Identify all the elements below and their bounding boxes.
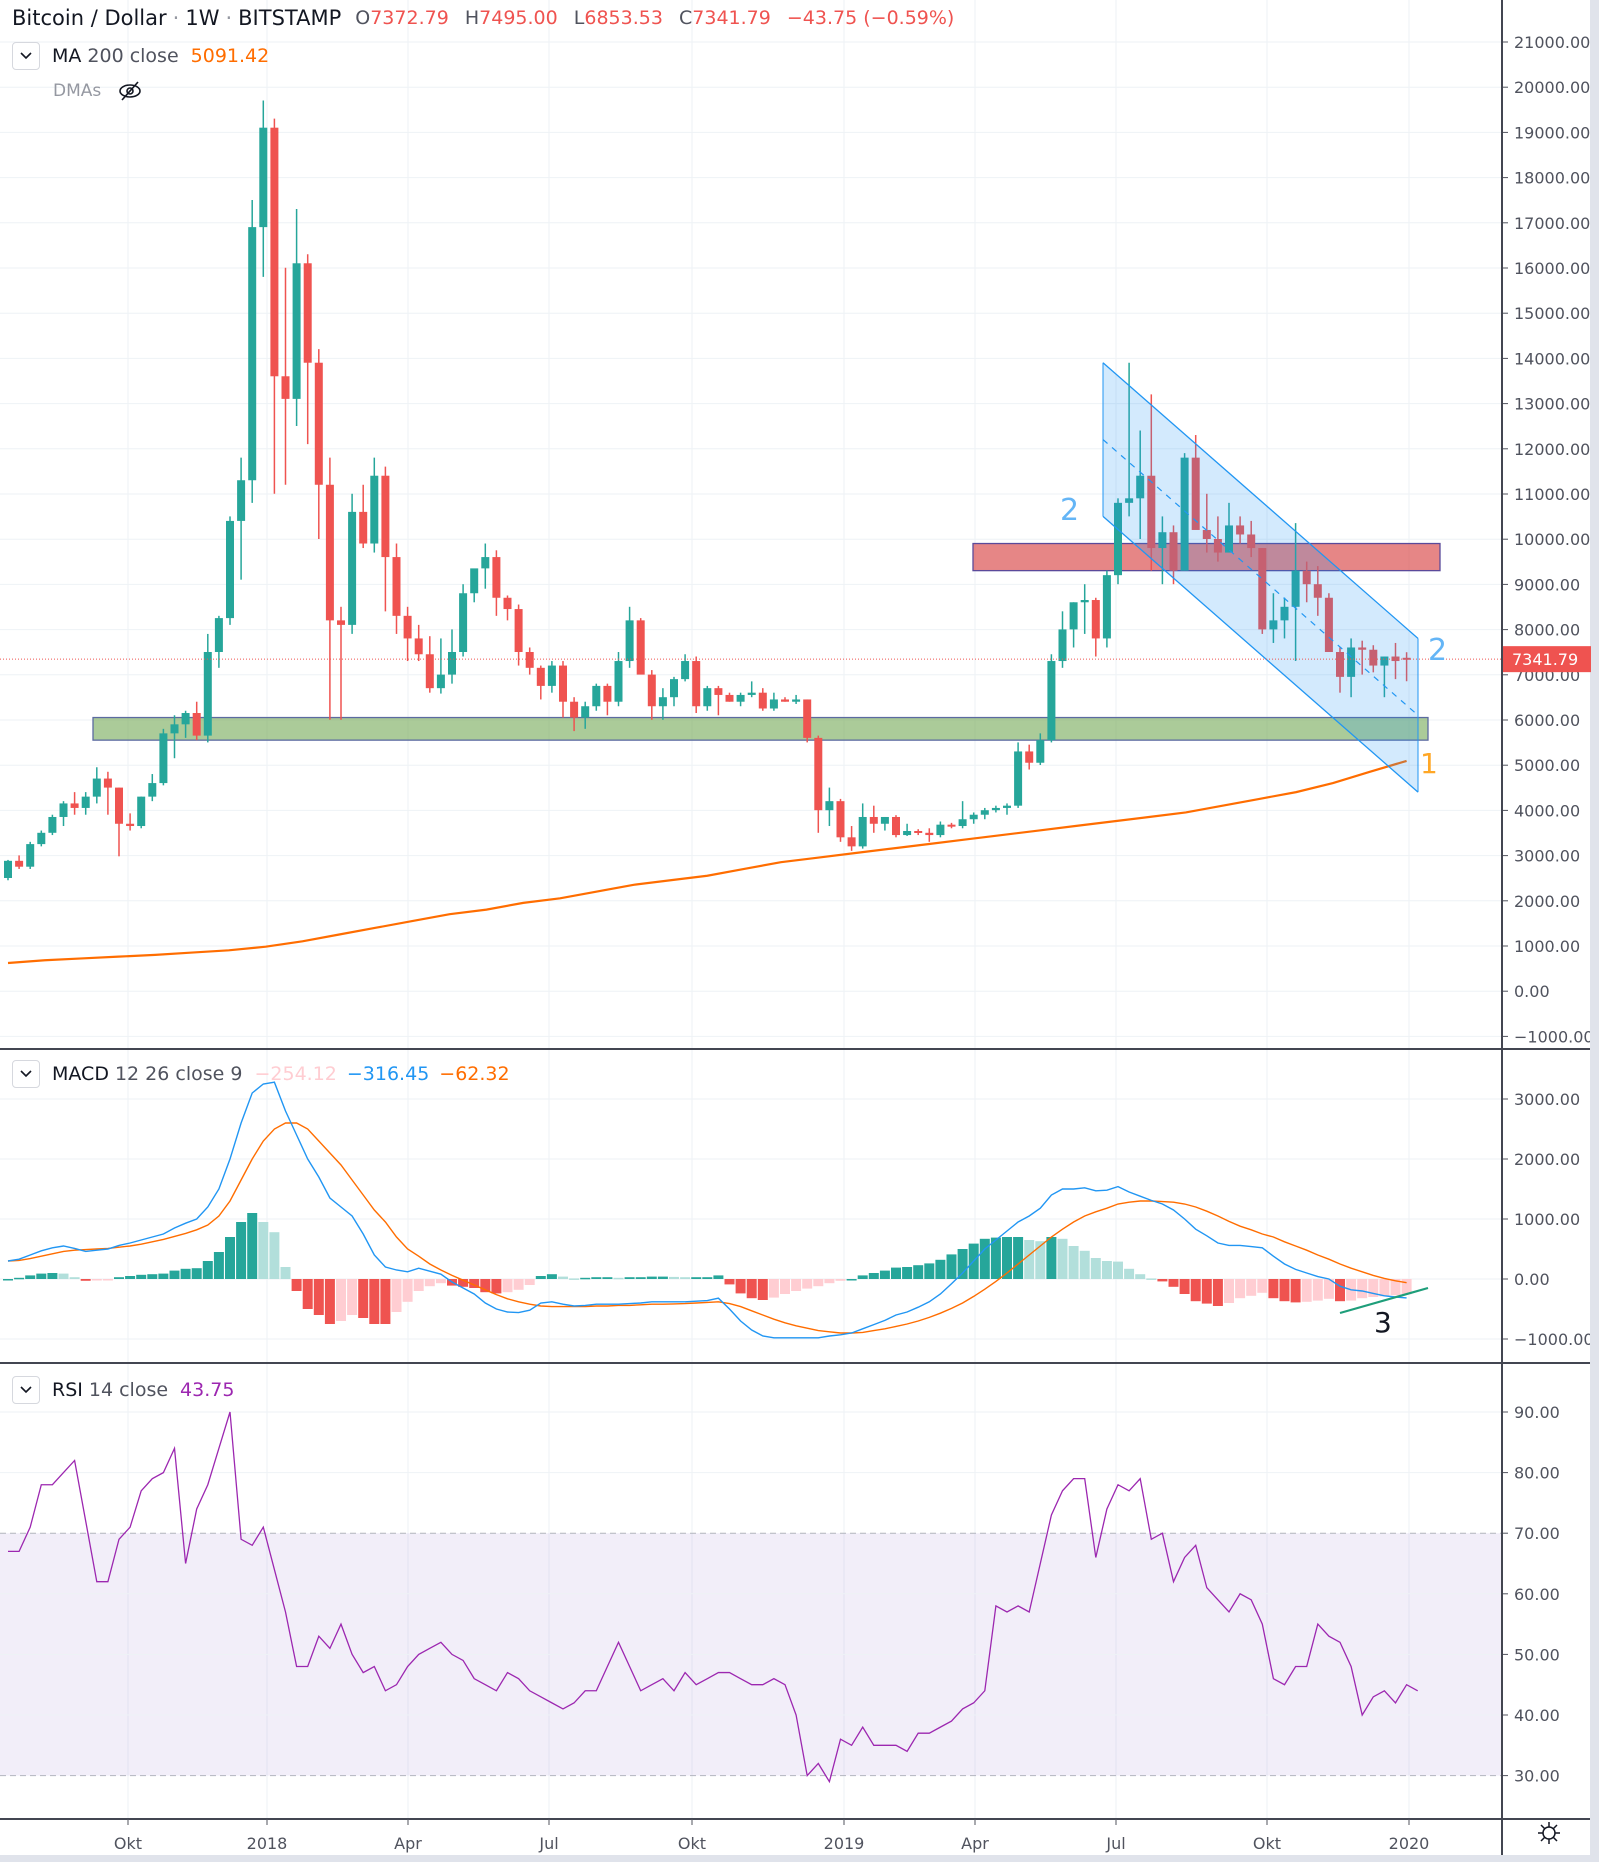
change-value: −43.75 (−0.59%) — [786, 7, 955, 29]
collapse-legend-button[interactable] — [12, 42, 40, 70]
high-value: 7495.00 — [479, 7, 558, 29]
separator: · — [172, 6, 180, 30]
low-label: L — [573, 7, 585, 29]
chevron-down-icon — [20, 1070, 32, 1078]
svg-text:3: 3 — [1374, 1306, 1392, 1339]
symbol-name[interactable]: Bitcoin / Dollar — [12, 6, 167, 30]
svg-text:12000.00: 12000.00 — [1514, 440, 1590, 459]
svg-text:15000.00: 15000.00 — [1514, 304, 1590, 323]
macd-name[interactable]: MACD — [52, 1063, 109, 1085]
gear-icon — [1538, 1822, 1560, 1844]
svg-text:Apr: Apr — [961, 1834, 989, 1853]
svg-text:0.00: 0.00 — [1514, 1270, 1550, 1289]
chevron-down-icon — [20, 1386, 32, 1394]
ma-value: 5091.42 — [190, 45, 270, 67]
svg-text:2018: 2018 — [247, 1834, 288, 1853]
interval[interactable]: 1W — [185, 6, 220, 30]
svg-text:10000.00: 10000.00 — [1514, 530, 1590, 549]
ohlc-values: O7372.79 H7495.00 L6853.53 C7341.79 −43.… — [355, 7, 964, 29]
chevron-down-icon — [20, 52, 32, 60]
svg-text:2000.00: 2000.00 — [1514, 892, 1580, 911]
svg-text:11000.00: 11000.00 — [1514, 485, 1590, 504]
svg-text:2000.00: 2000.00 — [1514, 1150, 1580, 1169]
svg-text:18000.00: 18000.00 — [1514, 169, 1590, 188]
svg-text:4000.00: 4000.00 — [1514, 801, 1580, 820]
rsi-legend: RSI 14 close 43.75 — [12, 1376, 244, 1404]
svg-text:8000.00: 8000.00 — [1514, 621, 1580, 640]
symbol-header: Bitcoin / Dollar · 1W · BITSTAMP O7372.7… — [12, 6, 964, 30]
macd-line-value: −316.45 — [346, 1063, 430, 1085]
ma-params: 200 close — [87, 45, 179, 67]
macd-legend: MACD 12 26 close 9 −254.12 −316.45 −62.3… — [12, 1060, 520, 1088]
svg-text:2: 2 — [1060, 493, 1079, 528]
svg-text:5000.00: 5000.00 — [1514, 756, 1580, 775]
collapse-legend-button[interactable] — [12, 1060, 40, 1088]
svg-text:1: 1 — [1420, 747, 1438, 780]
svg-text:0.00: 0.00 — [1514, 982, 1550, 1001]
svg-text:7341.79: 7341.79 — [1512, 650, 1578, 669]
svg-text:40.00: 40.00 — [1514, 1706, 1560, 1725]
svg-text:3000.00: 3000.00 — [1514, 847, 1580, 866]
eye-crossed-icon[interactable] — [117, 80, 143, 102]
svg-text:16000.00: 16000.00 — [1514, 259, 1590, 278]
rsi-name[interactable]: RSI — [52, 1379, 83, 1401]
svg-text:60.00: 60.00 — [1514, 1585, 1560, 1604]
svg-text:17000.00: 17000.00 — [1514, 214, 1590, 233]
collapse-legend-button[interactable] — [12, 1376, 40, 1404]
svg-text:80.00: 80.00 — [1514, 1464, 1560, 1483]
svg-text:Apr: Apr — [394, 1834, 422, 1853]
close-value: 7341.79 — [692, 7, 771, 29]
separator: · — [225, 6, 233, 30]
close-label: C — [678, 7, 693, 29]
svg-text:19000.00: 19000.00 — [1514, 123, 1590, 142]
svg-text:1000.00: 1000.00 — [1514, 1210, 1580, 1229]
svg-text:2: 2 — [1428, 633, 1447, 668]
svg-text:Okt: Okt — [114, 1834, 142, 1853]
svg-text:−1000.00: −1000.00 — [1514, 1027, 1594, 1046]
svg-text:20000.00: 20000.00 — [1514, 78, 1590, 97]
high-label: H — [464, 7, 480, 29]
svg-text:Okt: Okt — [678, 1834, 706, 1853]
svg-text:30.00: 30.00 — [1514, 1767, 1560, 1786]
svg-text:13000.00: 13000.00 — [1514, 395, 1590, 414]
svg-text:Okt: Okt — [1253, 1834, 1281, 1853]
ma-name[interactable]: MA — [52, 45, 82, 67]
svg-text:50.00: 50.00 — [1514, 1645, 1560, 1664]
svg-text:70.00: 70.00 — [1514, 1524, 1560, 1543]
svg-text:2019: 2019 — [824, 1834, 865, 1853]
rsi-params: 14 close — [88, 1379, 169, 1401]
macd-params: 12 26 close 9 — [114, 1063, 243, 1085]
rsi-value: 43.75 — [180, 1379, 235, 1401]
open-label: O — [355, 7, 371, 29]
open-value: 7372.79 — [370, 7, 449, 29]
low-value: 6853.53 — [584, 7, 663, 29]
svg-text:90.00: 90.00 — [1514, 1403, 1560, 1422]
svg-text:6000.00: 6000.00 — [1514, 711, 1580, 730]
svg-text:9000.00: 9000.00 — [1514, 575, 1580, 594]
ma-legend: MA 200 close 5091.42 — [12, 42, 279, 70]
svg-text:Jul: Jul — [1105, 1834, 1125, 1853]
svg-text:3000.00: 3000.00 — [1514, 1090, 1580, 1109]
macd-signal-value: −62.32 — [439, 1063, 510, 1085]
svg-text:2020: 2020 — [1389, 1834, 1430, 1853]
exchange: BITSTAMP — [238, 6, 342, 30]
svg-text:Jul: Jul — [538, 1834, 558, 1853]
chart-settings-button[interactable] — [1532, 1816, 1566, 1850]
dmas-legend: DMAs — [53, 80, 143, 102]
svg-text:21000.00: 21000.00 — [1514, 33, 1590, 52]
svg-text:1000.00: 1000.00 — [1514, 937, 1580, 956]
macd-histogram-value: −254.12 — [254, 1063, 337, 1085]
svg-text:−1000.00: −1000.00 — [1514, 1330, 1594, 1349]
dmas-label[interactable]: DMAs — [53, 81, 102, 101]
svg-text:14000.00: 14000.00 — [1514, 349, 1590, 368]
